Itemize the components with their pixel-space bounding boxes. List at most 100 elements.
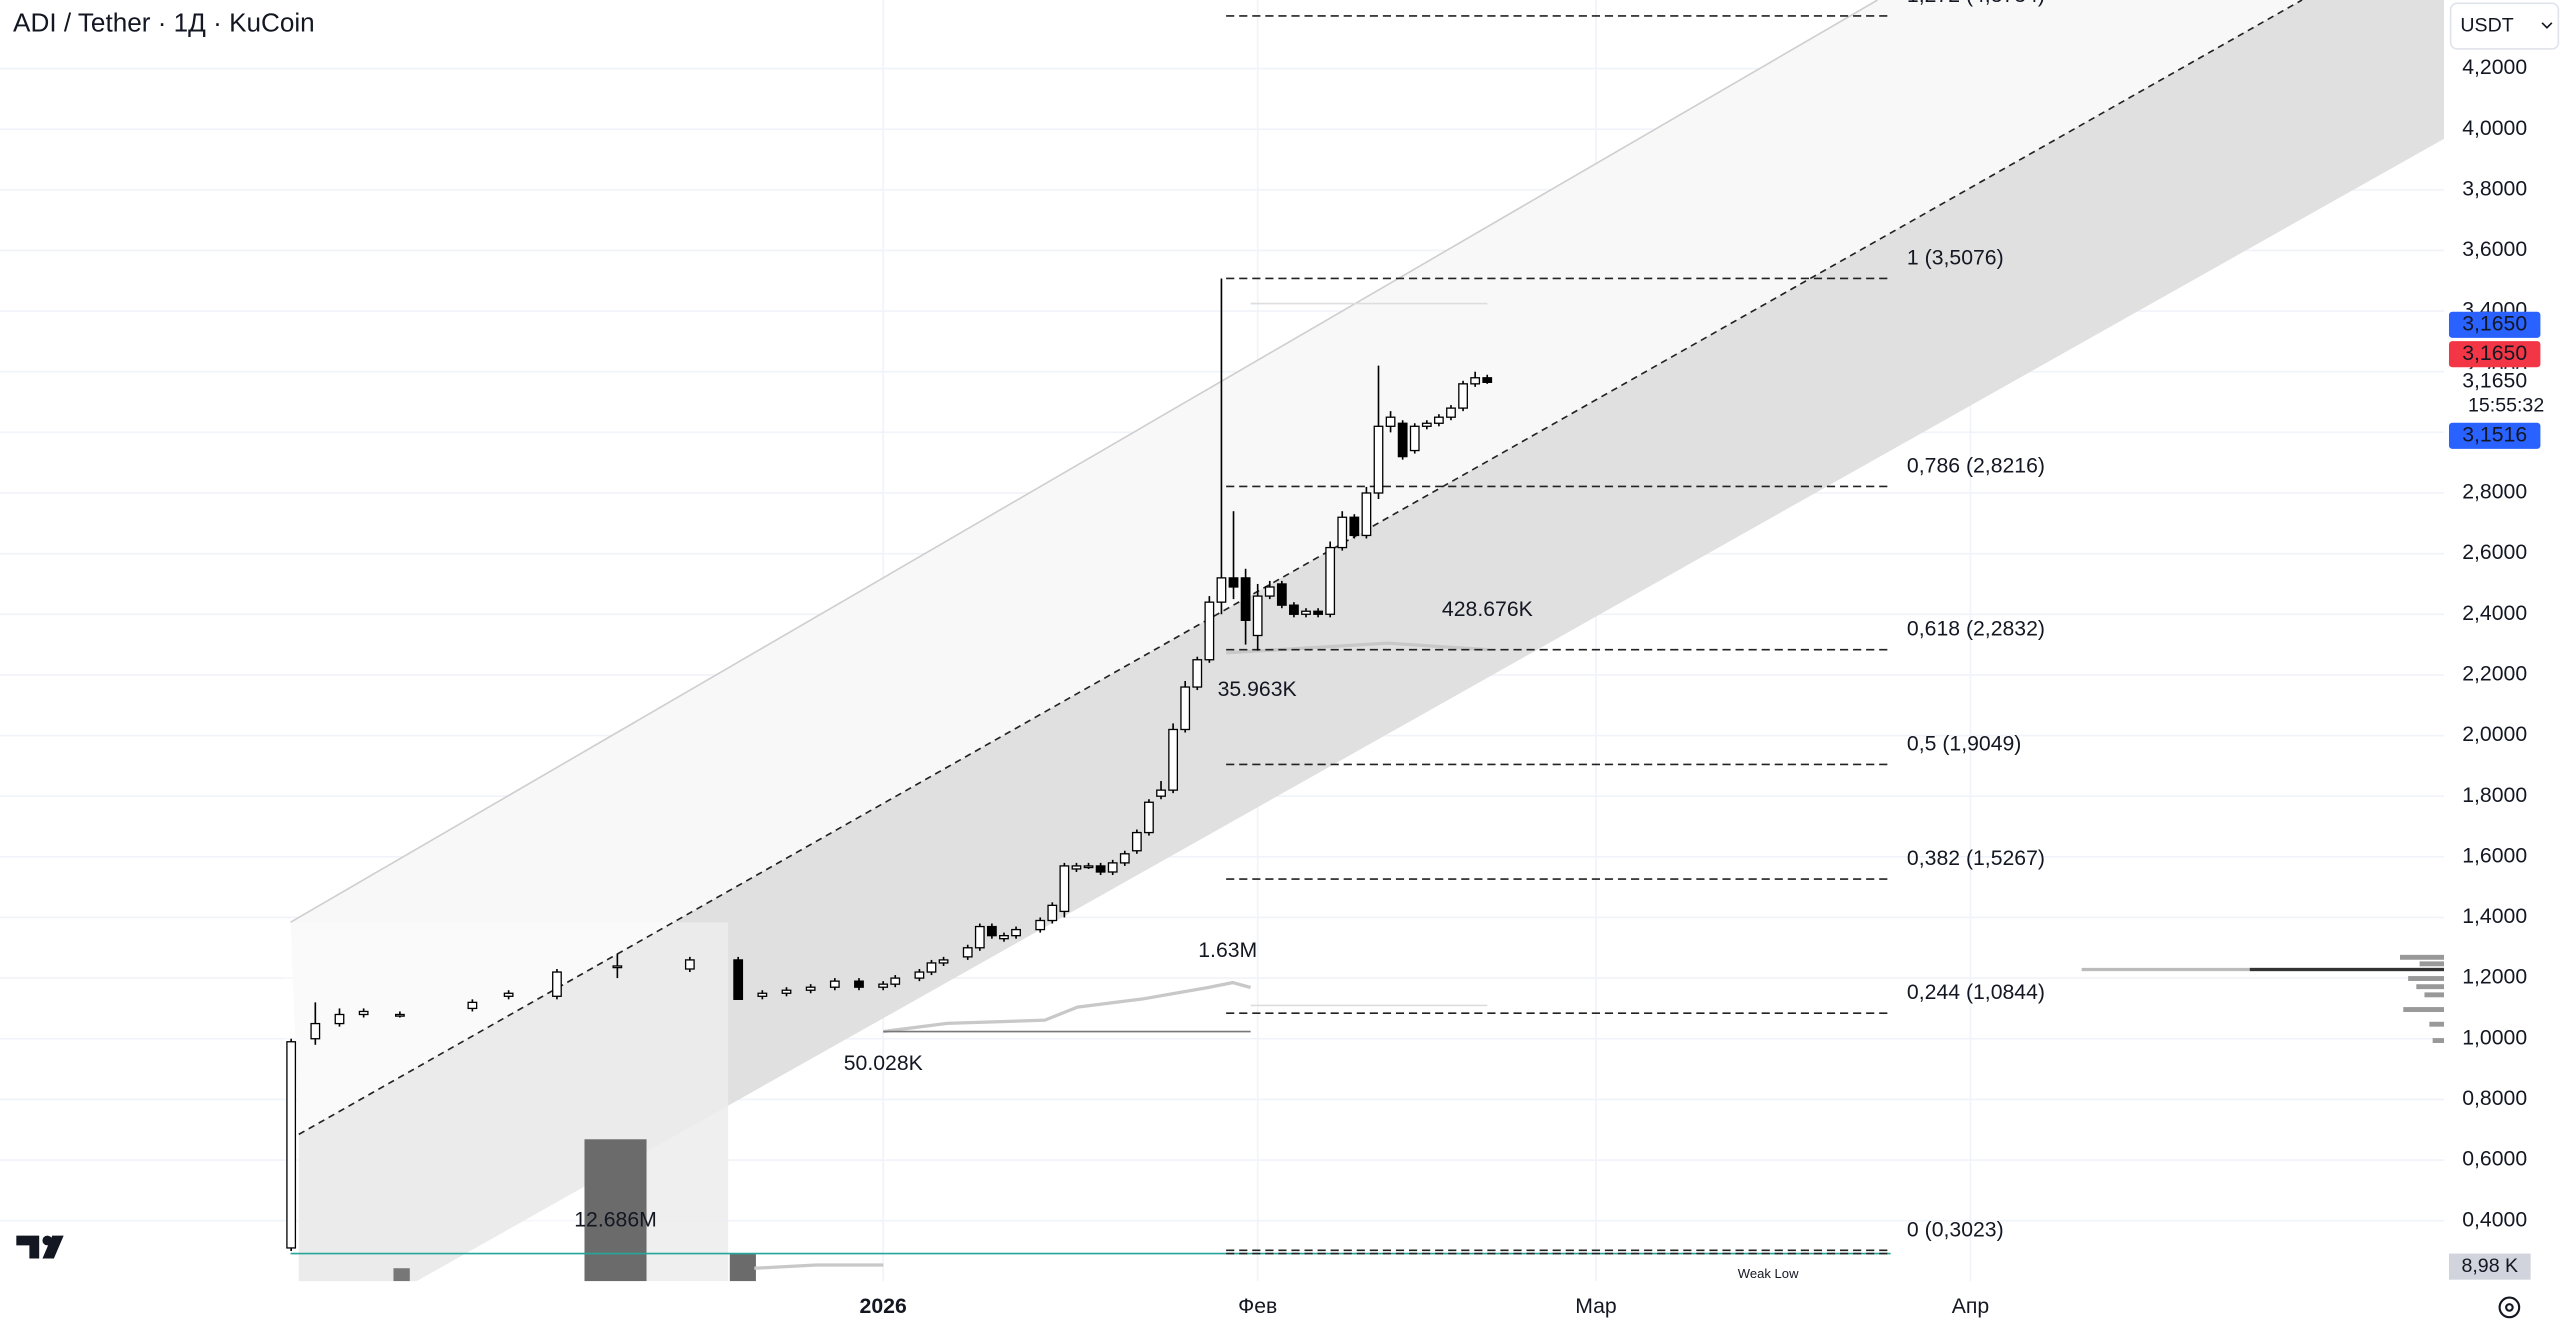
candle-body (1289, 604, 1299, 615)
candles-layer (286, 278, 1493, 1251)
candle-body (334, 1013, 345, 1025)
candle-body (1409, 425, 1420, 452)
candle-body (1011, 928, 1021, 937)
candle-body (1325, 546, 1336, 615)
candle-body (1083, 865, 1094, 869)
candle-body (1349, 516, 1360, 537)
settings-button[interactable] (2498, 1296, 2521, 1319)
volume-curve (883, 980, 1252, 1034)
fib-label: 0,382 (1,5267) (1907, 847, 2045, 870)
annotation: 50.028K (844, 1052, 923, 1075)
volume-badge (2448, 1253, 2531, 1280)
annotations-layer: 35.963K 428.676K 1.63M 50.028K 12.686M Weak L… (574, 598, 1799, 1281)
candle-body (286, 1041, 297, 1249)
fib-layer: 1,272 (4,3734) 1 (3,5076) 0,786 (2,8216) 0,… (1226, 0, 2045, 1252)
price-badge-label: 3,1650 (2462, 312, 2527, 335)
candle-body (1047, 904, 1058, 922)
candle-body (612, 965, 623, 969)
logo-dot[interactable] (42, 1235, 53, 1246)
y-tick-label: 2,2000 (2462, 663, 2527, 686)
candle-body (1180, 686, 1191, 731)
candle-body (1168, 728, 1179, 791)
candle-body (1144, 801, 1154, 834)
gear[interactable] (2498, 1296, 2521, 1319)
y-tick-label: 4,0000 (2462, 117, 2527, 140)
fib-label: 0,786 (2,8216) (1907, 454, 2045, 477)
y-tick-label: 2,4000 (2462, 602, 2527, 625)
x-tick-label: Фев (1238, 1295, 1277, 1318)
candle-body (757, 992, 768, 997)
x-tick-label: Мар (1575, 1295, 1617, 1318)
price-badge (2448, 368, 2541, 395)
volume-block (393, 1268, 410, 1282)
candle-body (1107, 862, 1118, 873)
candle-body (1240, 577, 1251, 621)
price-badge (2448, 311, 2541, 338)
y-tick-label: 1,4000 (2462, 905, 2527, 928)
candle-body (986, 925, 997, 937)
fib-label: 1,272 (4,3734) (1907, 0, 2045, 7)
candle-body (805, 986, 816, 991)
volume-block (584, 1139, 647, 1282)
y-tick-label: 0,4000 (2462, 1208, 2527, 1231)
candle-body (310, 1022, 321, 1040)
tv-logo[interactable] (16, 1235, 64, 1259)
candle-body (1458, 383, 1468, 409)
candle-body (467, 1001, 478, 1010)
candle-body (854, 980, 864, 988)
candle-body (1482, 377, 1493, 383)
candle-body (1059, 865, 1070, 913)
candle-body (1192, 659, 1203, 688)
countdown: 15:55:32 (2468, 395, 2544, 417)
x-tick-label: Апр (1952, 1295, 1989, 1318)
fib-label: 0,5 (1,9049) (1907, 732, 2021, 755)
axes-layer: 0,4000 0,6000 0,8000 1,0000 1,2000 1,4000 1,60… (860, 56, 2545, 1318)
candle-body (781, 989, 792, 994)
currency-select[interactable]: USDT (2449, 2, 2560, 50)
candle-body (1434, 416, 1444, 424)
candle-body (926, 962, 937, 973)
volume-profile (2400, 954, 2445, 1043)
channel-upper (290, 0, 2303, 1135)
candle-body (1264, 586, 1275, 597)
gear-center[interactable] (2505, 1303, 2514, 1312)
price-badge-label: 3,1650 (2462, 370, 2527, 393)
y-tick-label: 2,0000 (2462, 723, 2527, 746)
candle-body (1252, 595, 1263, 637)
volume-block (729, 1253, 756, 1282)
candle-body (974, 925, 985, 949)
candle-body (1156, 789, 1166, 797)
y-tick-label: 3,6000 (2462, 238, 2527, 261)
price-axis-bg (2444, 0, 2560, 1327)
candle-body (1470, 377, 1481, 385)
chevron[interactable] (2541, 22, 2553, 29)
volume-curve (754, 1263, 884, 1270)
annotation: Weak Low (1738, 1266, 1799, 1281)
currency-label[interactable]: USDT (2460, 14, 2513, 36)
candle-body (890, 977, 901, 985)
candle-body (552, 971, 562, 997)
candle-body (358, 1010, 369, 1016)
currency-box[interactable] (2449, 2, 2560, 50)
price-badge (2448, 422, 2541, 449)
annotation: 12.686M (574, 1209, 657, 1232)
y-tick-label: 0,8000 (2462, 1087, 2527, 1110)
candle-body (1204, 601, 1215, 661)
candle-body (1446, 407, 1456, 418)
candle-body (1313, 610, 1323, 615)
candle-body (999, 935, 1009, 940)
channel-lower (298, 0, 2445, 1282)
time-axis-bg (0, 1281, 2560, 1327)
y-tick-label: 1,2000 (2462, 966, 2527, 989)
candle-body (938, 959, 949, 964)
price-badge-label: 3,1516 (2462, 423, 2527, 446)
annotation: 1.63M (1198, 939, 1257, 962)
fib-label: 0 (0,3023) (1907, 1218, 2004, 1241)
candle-body (1035, 919, 1046, 931)
candle-body (829, 980, 840, 988)
y-tick-label: 3,8000 (2462, 177, 2527, 200)
candle-body (733, 959, 744, 1000)
candle-body (1397, 422, 1408, 458)
